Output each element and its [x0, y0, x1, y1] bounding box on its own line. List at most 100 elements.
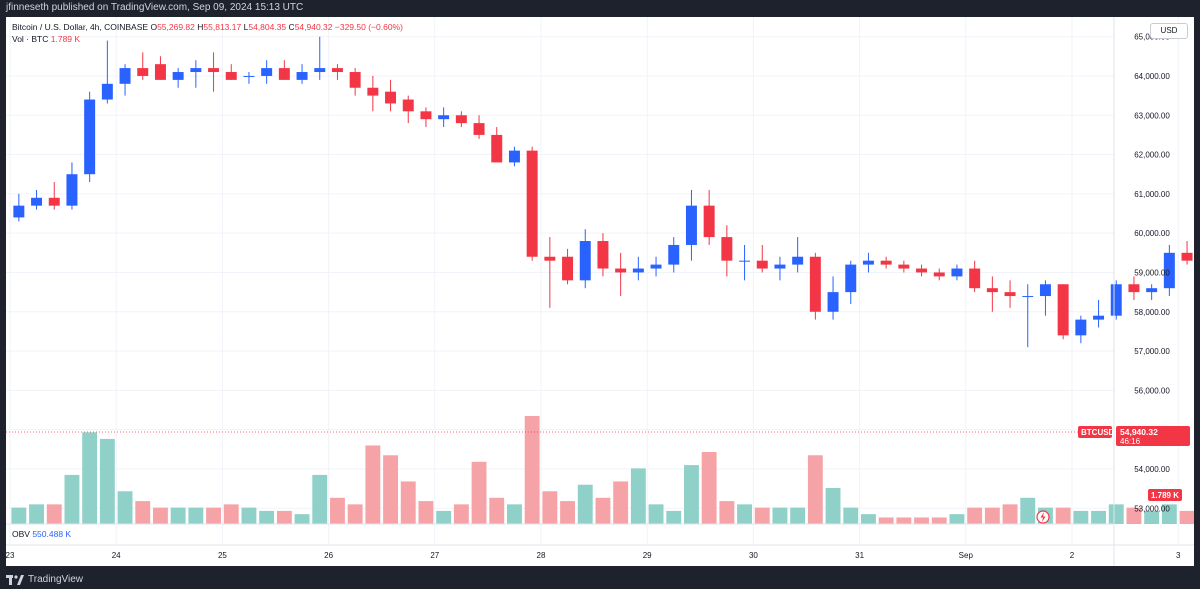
candles — [13, 36, 1200, 348]
candle-body — [66, 174, 78, 206]
candle-body — [827, 292, 839, 312]
candle-body — [632, 268, 644, 273]
volume-bar — [577, 484, 593, 524]
volume-bar — [630, 468, 646, 524]
volume-bar — [153, 507, 168, 524]
volume-bar — [1002, 504, 1018, 524]
volume-bar — [117, 491, 133, 524]
volume-bar — [312, 474, 328, 524]
volume-bar — [790, 507, 806, 524]
candle-body — [455, 115, 467, 124]
volume-bar — [276, 510, 292, 524]
obv-value: 550.488 K — [32, 529, 72, 539]
legend-low-label: L — [243, 22, 249, 32]
candle-body — [721, 237, 733, 261]
candle-body — [296, 72, 308, 80]
volume-bar — [560, 501, 575, 524]
candle-body — [1022, 296, 1034, 298]
candle-body — [349, 72, 361, 88]
volume-bar — [807, 455, 823, 524]
volume-bar — [825, 488, 841, 524]
volume-bar — [365, 445, 381, 524]
price-tick-label: 60,000.00 — [1134, 229, 1170, 238]
volume-bar — [1179, 510, 1195, 524]
candle-body — [402, 99, 414, 112]
legend-volume-label: Vol · BTC — [12, 34, 49, 44]
candle-body — [31, 197, 43, 206]
candle-body — [986, 288, 998, 293]
candle-body — [685, 205, 697, 245]
time-tick-label: 3 — [1176, 551, 1181, 560]
candle-body — [367, 87, 379, 96]
volume-bar — [259, 510, 275, 524]
currency-badge[interactable]: USD — [1150, 23, 1188, 39]
volume-bar — [170, 507, 186, 524]
tradingview-logo-icon — [6, 574, 24, 585]
price-tick-label: 62,000.00 — [1134, 151, 1170, 160]
volume-bar — [967, 507, 983, 524]
price-tag-bg — [1116, 426, 1190, 447]
grid-lines — [6, 17, 1179, 545]
volume-bar — [206, 507, 221, 524]
time-tick-label: 30 — [749, 551, 758, 560]
legend-symbol: Bitcoin / U.S. Dollar, 4h, COINBASE — [12, 22, 149, 32]
candle-body — [526, 150, 538, 257]
time-tick-label: 26 — [324, 551, 333, 560]
price-tick-label: 57,000.00 — [1134, 347, 1170, 356]
volume-bar — [595, 497, 611, 524]
volume-bar — [46, 504, 62, 524]
volume-bar — [1073, 510, 1089, 524]
footer-brand: TradingView — [28, 574, 84, 585]
candle-body — [668, 244, 680, 265]
legend-close-label: C — [288, 22, 295, 32]
candle-body — [1093, 315, 1105, 320]
candle-body — [261, 68, 273, 76]
price-tag: BTCUSD 54,940.32 46:16 — [1078, 426, 1190, 447]
volume-bars — [11, 416, 1200, 524]
candle-body — [544, 256, 556, 261]
volume-bar — [1126, 507, 1142, 524]
candle-body — [190, 68, 202, 73]
candle-body — [1057, 284, 1069, 336]
volume-bar — [843, 507, 859, 524]
candle-body — [880, 260, 892, 265]
volume-bar — [1091, 510, 1106, 524]
legend-change: −329.50 (−0.60%) — [334, 22, 403, 32]
volume-bar — [949, 514, 965, 524]
chart-area[interactable]: 53,000.0054,000.0055,000.0056,000.0057,0… — [6, 17, 1200, 566]
volume-bar — [524, 416, 540, 524]
volume-bar — [82, 432, 98, 524]
published-by-line: jfinneseth published on TradingView.com,… — [6, 2, 304, 13]
volume-bar — [471, 461, 487, 524]
candle-body — [951, 268, 963, 277]
volume-bar — [684, 465, 699, 524]
candle-body — [208, 68, 220, 73]
candle-body — [845, 264, 857, 293]
volume-bar — [400, 481, 416, 524]
volume-bar — [453, 504, 469, 524]
volume-bar — [135, 501, 151, 524]
candle-body — [243, 75, 255, 77]
volume-bar — [772, 507, 788, 524]
volume-bar — [1161, 504, 1177, 524]
volume-bar — [1108, 504, 1124, 524]
time-tick-label: 2 — [1070, 551, 1075, 560]
price-tick-label: 63,000.00 — [1134, 111, 1170, 120]
legend-high: 55,813.17 — [203, 22, 242, 32]
candle-body — [774, 264, 786, 269]
volume-bar — [737, 504, 752, 524]
candle-body — [916, 268, 928, 273]
candle-body — [420, 111, 432, 120]
candle-body — [703, 205, 715, 238]
replay-button[interactable] — [1036, 510, 1050, 524]
chart-legend: Bitcoin / U.S. Dollar, 4h, COINBASE O55,… — [12, 21, 403, 45]
volume-bar — [11, 507, 27, 524]
volume-tag-bg — [1148, 489, 1182, 501]
volume-bar — [1144, 510, 1160, 524]
candle-body — [101, 83, 113, 100]
candlestick-chart[interactable]: 53,000.0054,000.0055,000.0056,000.0057,0… — [6, 17, 1200, 566]
candle-body — [385, 91, 397, 104]
price-tick-label: 56,000.00 — [1134, 386, 1170, 395]
volume-bar — [984, 507, 1000, 524]
volume-bar — [931, 517, 947, 524]
